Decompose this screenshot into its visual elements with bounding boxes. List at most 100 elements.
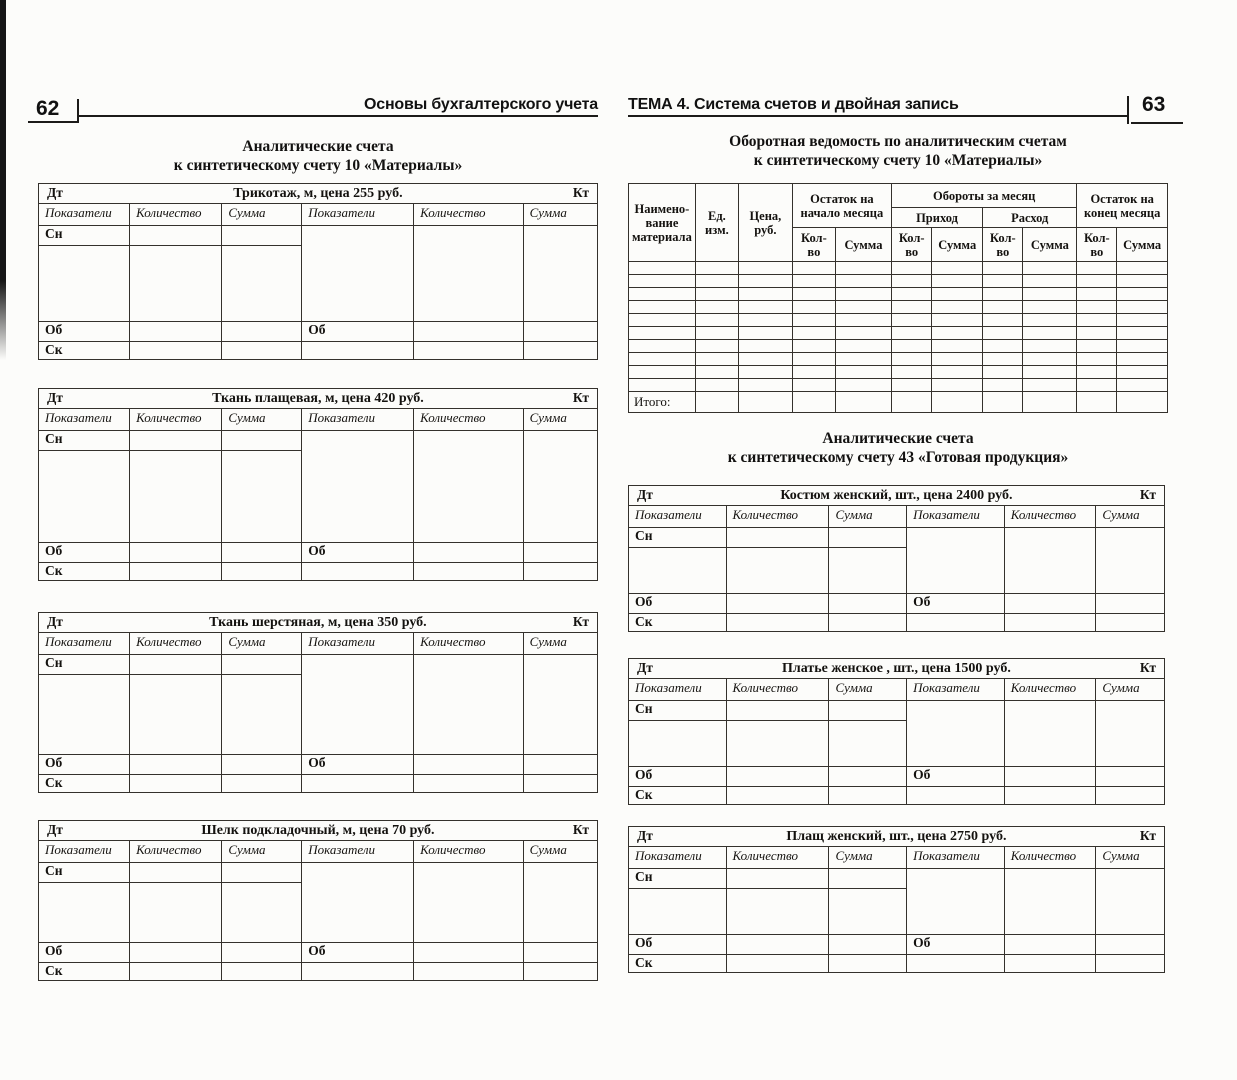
cell xyxy=(890,261,933,275)
cell xyxy=(1076,365,1118,379)
cell xyxy=(1022,352,1078,366)
cell xyxy=(694,339,739,353)
col-header: Сумма xyxy=(522,203,599,226)
cell xyxy=(890,287,933,301)
cell xyxy=(931,378,984,392)
cell xyxy=(737,339,793,353)
cell xyxy=(828,593,908,614)
cell xyxy=(737,352,793,366)
cell xyxy=(1003,700,1097,767)
col-header: Количество xyxy=(413,203,524,226)
cell xyxy=(982,378,1024,392)
cell xyxy=(1003,868,1097,935)
cell xyxy=(791,378,836,392)
header-tick-right xyxy=(1127,96,1129,124)
cell xyxy=(522,774,599,793)
section-title-line1: Аналитические счета xyxy=(242,138,394,155)
col-header: Показатели xyxy=(628,678,727,701)
cell xyxy=(1116,391,1168,413)
cell xyxy=(1116,365,1168,379)
cell xyxy=(522,430,599,543)
cell xyxy=(737,287,793,301)
cell xyxy=(522,862,599,943)
cell xyxy=(1076,339,1118,353)
cell xyxy=(828,613,908,632)
cell xyxy=(129,942,223,963)
col-header: Показатели xyxy=(628,505,727,528)
cell xyxy=(413,962,524,981)
row-label-sk: Ск xyxy=(37,341,131,360)
cell xyxy=(982,300,1024,314)
cell xyxy=(301,562,415,581)
col-header-unit: Ед. изм. xyxy=(694,183,739,262)
cell xyxy=(129,321,223,342)
cell xyxy=(1003,527,1097,594)
cell xyxy=(834,313,892,327)
cell xyxy=(982,365,1024,379)
cell xyxy=(1003,954,1097,973)
cell xyxy=(931,391,984,413)
cell xyxy=(628,339,696,353)
cell xyxy=(725,888,830,935)
cell xyxy=(1022,339,1078,353)
cell xyxy=(628,274,696,288)
cell xyxy=(413,774,524,793)
taccount-title-row: Дт Ткань плащевая, м, цена 420 руб. Кт xyxy=(38,388,598,409)
row-label-ob: Об xyxy=(301,754,415,775)
col-header: Количество xyxy=(725,678,830,701)
taccount-title-row: Дт Плащ женский, шт., цена 2750 руб. Кт xyxy=(628,826,1165,847)
col-header-qty: Кол- во xyxy=(791,227,836,262)
cell xyxy=(694,261,739,275)
running-head-rule-left xyxy=(77,115,598,117)
turnover-sheet-title: Оборотная ведомость по аналитическим сче… xyxy=(628,133,1168,171)
cell xyxy=(1095,934,1165,955)
row-label-sn: Сн xyxy=(628,700,727,721)
cell xyxy=(129,862,223,883)
cell xyxy=(1116,326,1168,340)
cell xyxy=(828,868,908,889)
cell xyxy=(1003,613,1097,632)
cell xyxy=(522,962,599,981)
cell xyxy=(1116,274,1168,288)
cell xyxy=(628,888,727,935)
col-header-qty: Кол- во xyxy=(890,227,933,262)
cell xyxy=(828,888,908,935)
debit-label: Дт xyxy=(637,828,653,843)
header-tick-left xyxy=(77,99,79,123)
turnover-title-line2: к синтетическому счету 10 «Материалы» xyxy=(753,151,1043,169)
page-number-underline xyxy=(28,121,78,123)
cell xyxy=(522,654,599,755)
cell xyxy=(890,313,933,327)
cell xyxy=(522,341,599,360)
cell xyxy=(413,321,524,342)
cell xyxy=(37,245,131,322)
cell xyxy=(221,341,303,360)
cell xyxy=(890,365,933,379)
col-header-price: Цена, руб. xyxy=(737,183,793,262)
table-title: Трикотаж, м, цена 255 руб. xyxy=(233,186,403,201)
cell xyxy=(129,450,223,543)
cell xyxy=(906,868,1005,935)
analytic-table-kostyum: Дт Костюм женский, шт., цена 2400 руб. Кт … xyxy=(628,485,1165,632)
col-header: Показатели xyxy=(301,203,415,226)
row-label-sn: Сн xyxy=(628,527,727,548)
col-header: Количество xyxy=(129,632,223,655)
cell xyxy=(37,674,131,755)
cell xyxy=(737,326,793,340)
col-header: Количество xyxy=(1003,846,1097,869)
row-label-sn: Сн xyxy=(628,868,727,889)
cell xyxy=(1022,391,1078,413)
col-header-amount: Сумма xyxy=(1116,227,1168,262)
cell xyxy=(791,326,836,340)
cell xyxy=(982,391,1024,413)
table-title: Шелк подкладочный, м, цена 70 руб. xyxy=(201,823,435,838)
cell xyxy=(129,225,223,246)
debit-label: Дт xyxy=(47,822,63,837)
cell xyxy=(828,954,908,973)
row-label-sk: Ск xyxy=(37,962,131,981)
cell xyxy=(931,287,984,301)
cell xyxy=(1076,274,1118,288)
debit-label: Дт xyxy=(47,185,63,200)
row-label-sn: Сн xyxy=(37,862,131,883)
cell xyxy=(1022,274,1078,288)
